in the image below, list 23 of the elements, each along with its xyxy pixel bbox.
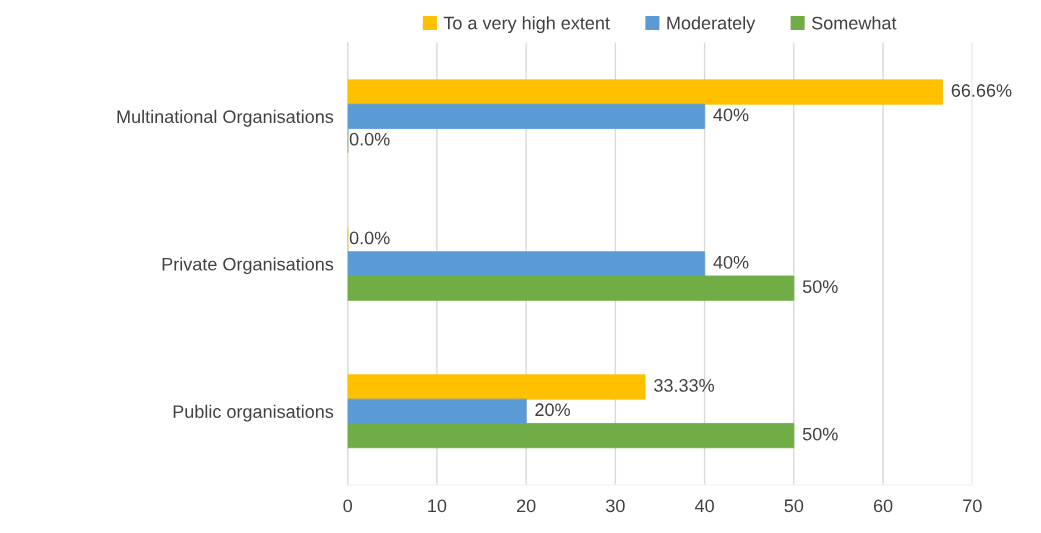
x-tick-label: 60 [873,499,893,513]
y-tick-label: Public organisations [173,404,334,422]
x-tick-label: 40 [694,499,714,513]
y-tick-label: Multinational Organisations [117,109,334,127]
legend-label: Moderately [667,16,756,34]
legend-label: Somewhat [812,16,897,30]
data-label: 40% [713,108,749,122]
x-tick-label: 20 [517,499,536,513]
data-label: 20% [535,403,570,417]
data-label: 66.66% [951,84,1012,97]
data-label: 0.0% [349,231,390,245]
x-tick-label: 50 [784,499,804,513]
data-label: 50% [802,280,838,294]
x-tick-label: 10 [428,499,447,513]
x-tick-label: 70 [963,499,982,513]
x-tick-label: 30 [606,499,625,513]
data-label: 50% [802,427,838,441]
x-tick-label: 0 [343,499,353,513]
data-label: 0.0% [349,132,390,146]
data-label: 33.33% [654,379,715,392]
legend-label: To a very high extent [443,16,610,34]
y-tick-label: Private Organisations [162,257,334,275]
data-label: 40% [713,255,749,269]
